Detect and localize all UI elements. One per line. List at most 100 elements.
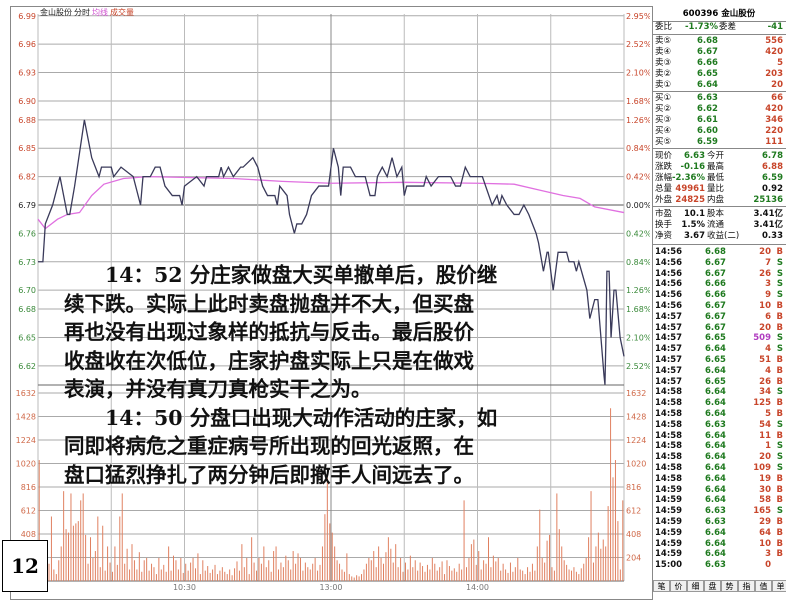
tick-side: S [776,387,783,398]
tick-volume: 165 [753,506,771,517]
tick-time: 14:56 [655,290,683,301]
tick-price: 6.64 [705,527,726,538]
bid-volume: 346 [765,115,783,125]
tick-volume: 0 [765,560,771,571]
panel-tab[interactable]: 细 [687,580,704,592]
avg-line-legend: 均线 [92,8,108,17]
tick-side: B [776,517,783,527]
tick-time: 14:57 [655,322,683,333]
tick-time: 14:58 [655,441,683,452]
tick-row: 14:56 6.67 7 S [655,258,783,269]
tick-price: 6.63 [705,517,726,527]
bid-label: 买① [655,93,672,103]
tick-row: 14:56 6.66 3 S [655,279,783,290]
pct-tick-label: 1.26% [626,286,650,295]
tick-row: 14:58 6.64 109 S [655,463,783,474]
panel-tab[interactable]: 价 [670,580,687,592]
volume-tick-label-right: 1224 [626,436,646,445]
tick-row: 14:57 6.67 6 B [655,312,783,323]
tick-side: S [776,257,783,268]
volume-tick-label: 1632 [16,389,36,398]
price-tick-label: 6.73 [18,258,36,267]
bid-volume: 111 [765,137,783,147]
panel-tab[interactable]: 值 [755,580,772,592]
tick-time: 14:58 [655,473,683,484]
slide-number: 12 [2,540,48,592]
volume-tick-label-right: 1428 [626,413,646,422]
tick-price: 6.64 [705,387,726,398]
panel-tab[interactable]: 势 [721,580,738,592]
price-tick-label: 6.62 [18,362,36,371]
tick-price: 6.64 [705,473,726,484]
tick-volume: 34 [759,387,771,398]
stat-value: 25136 [753,195,783,205]
tick-volume: 30 [759,484,771,495]
price-tick-label: 6.85 [18,144,36,153]
panel-tab[interactable]: 盘 [704,580,721,592]
divider [653,244,786,245]
stat-row: 现价 6.63 今开 6.78 [655,151,783,162]
ask-volume: 20 [771,80,783,90]
tick-time: 14:59 [655,506,683,517]
tick-volume: 4 [765,365,771,376]
mode-label[interactable]: 分时 [74,8,90,17]
panel-tab[interactable]: 笔 [653,580,670,592]
stat-label: 内盘 [707,195,725,205]
stat-value: -2.36% [671,173,705,183]
tick-side: S [776,333,783,344]
volume-tick-label-right: 1020 [626,460,646,469]
pct-tick-label: 0.00% [626,201,650,210]
ask-label: 卖③ [655,58,672,68]
volume-tick-label-right: 816 [626,483,641,492]
tick-time: 14:58 [655,409,683,419]
tick-volume: 58 [759,495,771,506]
tick-time: 14:59 [655,495,683,506]
stock-name-label: 金山股份 [40,8,72,17]
tick-price: 6.67 [705,301,726,311]
tick-time: 14:59 [655,527,683,538]
bid-row: 买② 6.62 420 [655,104,783,115]
tick-time: 14:58 [655,387,683,398]
stat-value: 6.59 [762,173,783,183]
tick-price: 6.64 [705,452,726,463]
tick-price: 6.67 [705,311,726,322]
panel-tab[interactable]: 指 [738,580,755,592]
bid-row: 买④ 6.60 220 [655,126,783,137]
ask-label: 卖⑤ [655,36,672,46]
tick-side: S [776,279,783,290]
price-tick-label: 6.76 [18,229,36,238]
tick-side: B [776,301,783,311]
stat-label: 总量 [655,184,673,194]
panel-tab[interactable]: 单 [772,580,786,592]
tick-volume: 3 [765,279,771,290]
divider [653,34,786,35]
tick-time: 14:59 [655,484,683,495]
ask-volume: 5 [777,58,783,68]
tick-volume: 64 [759,527,771,538]
tick-row: 14:58 6.64 1 S [655,441,783,452]
price-tick-label: 6.70 [18,286,36,295]
fund-value: 3.41亿 [753,220,783,230]
tick-side: B [776,495,783,506]
tick-row: 14:59 6.64 58 B [655,495,783,506]
fundamental-row: 净资 3.67 收益(二) 0.33 [655,231,783,242]
price-tick-label: 6.82 [18,173,36,182]
fund-value: 1.5% [681,220,705,230]
ask-price: 6.65 [697,69,718,79]
time-tick-label: 14:00 [466,583,489,592]
tick-time: 14:56 [655,279,683,290]
ask-volume: 203 [765,69,783,79]
fund-label: 股本 [707,209,725,219]
ask-row: 卖① 6.64 20 [655,80,783,91]
tick-time: 14:56 [655,301,683,311]
tick-row: 14:58 6.64 34 S [655,387,783,398]
tick-side: B [776,538,783,549]
tick-side: S [776,290,783,301]
stat-row: 外盘 24825 内盘 25136 [655,195,783,206]
tick-side: B [776,322,783,333]
tick-row: 14:58 6.64 125 B [655,398,783,409]
ask-row: 卖⑤ 6.68 556 [655,36,783,47]
tick-row: 14:56 6.67 26 S [655,269,783,280]
pct-tick-label: 2.10% [626,69,650,78]
intraday-chart: 6.99 2.95% 6.96 2.52% 6.93 2.10% 6.90 1.68% 6.88… [16,12,650,592]
